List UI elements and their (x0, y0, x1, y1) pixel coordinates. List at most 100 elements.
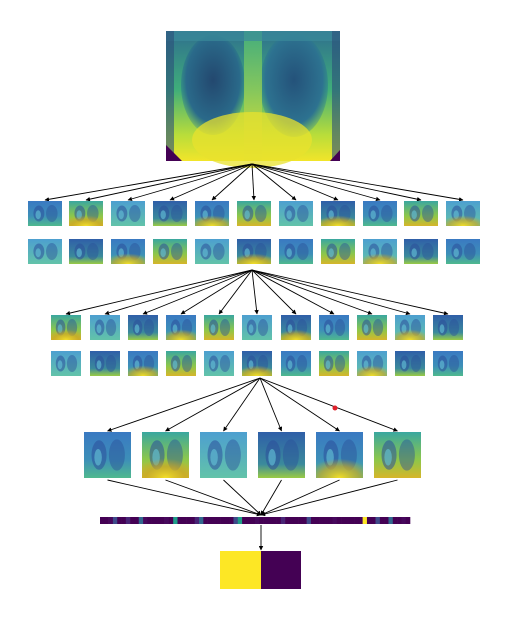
vector-cell (173, 517, 178, 524)
output-class-2 (261, 551, 301, 589)
vector-cell (276, 517, 282, 524)
arrow-stage1-to-stage2-6 (251, 269, 297, 315)
vector-cell (319, 517, 325, 524)
stage2-map-1-7 (319, 351, 349, 376)
vector-cell (371, 517, 376, 524)
stage2-map-1-1 (90, 351, 120, 376)
vector-cell (104, 517, 109, 524)
vector-cell (358, 517, 363, 524)
vector-cell (207, 517, 213, 524)
stage1-map-1-5 (237, 239, 271, 264)
vector-cell (203, 517, 208, 524)
stage1-map-1-6 (279, 239, 313, 264)
stage1-map-1-0 (28, 239, 62, 264)
vector-cell (143, 517, 148, 524)
vector-cell (216, 517, 221, 524)
arrow-stage1-to-stage2-2 (142, 269, 253, 315)
vector-cell (323, 517, 329, 524)
arrow-input-to-stage1-10 (251, 163, 464, 202)
vector-cell (289, 517, 295, 524)
vector-cell (242, 517, 247, 524)
stage1-map-0-7 (321, 201, 355, 226)
vector-cell (130, 517, 135, 524)
stage2-map-0-2 (128, 315, 158, 340)
vector-cell (151, 517, 157, 524)
vector-cell (112, 517, 118, 524)
vector-cell (117, 517, 122, 524)
stage1-map-0-10 (446, 201, 480, 226)
vector-cell (259, 517, 264, 524)
arrow-input-to-stage1-7 (251, 163, 339, 201)
arrow-input-to-stage1-4 (211, 163, 253, 201)
stage1-map-1-9 (404, 239, 438, 264)
arrow-stage1-to-stage2-0 (65, 269, 253, 316)
arrow-stage2-to-stage3-1 (165, 377, 261, 432)
stage3-map-5 (374, 432, 421, 478)
stage1-map-0-0 (28, 201, 62, 226)
arrow-input-to-stage1-8 (251, 163, 381, 202)
vector-cell (168, 517, 174, 524)
vector-cell (379, 517, 385, 524)
vector-cell (298, 517, 303, 524)
arrow-stage1-to-stage2-3 (180, 269, 253, 315)
stage2-map-1-5 (242, 351, 272, 376)
arrow-stage2-to-stage3-0 (107, 377, 261, 432)
arrow-stage1-to-stage2-8 (251, 269, 373, 315)
input-xray-image (166, 31, 340, 168)
stage3-map-2 (200, 432, 247, 478)
arrow-stage1-to-stage2-4 (218, 269, 253, 315)
vector-cell (190, 517, 196, 524)
arrow-stage3-to-vector-3 (260, 479, 282, 516)
stage3-map-3 (258, 432, 305, 478)
arrow-stage3-to-vector-5 (260, 479, 398, 517)
vector-cell (233, 517, 239, 524)
vector-cell (237, 517, 243, 524)
arrow-input-to-stage1-2 (127, 163, 253, 202)
vector-cell (134, 517, 140, 524)
arrow-stage1-to-stage2-1 (104, 269, 253, 315)
stage3-map-0 (84, 432, 131, 478)
stage2-map-1-8 (357, 351, 387, 376)
arrow-input-to-stage1-6 (251, 163, 297, 201)
stage2-map-1-6 (281, 351, 311, 376)
output-probabilities (220, 551, 301, 589)
arrow-stage3-to-vector-2 (223, 479, 262, 516)
vector-cell (250, 517, 256, 524)
arrow-stage2-to-stage3-5 (259, 377, 398, 432)
flattened-feature-vector (100, 517, 411, 524)
vector-cell (328, 517, 333, 524)
arrow-stage3-to-vector-1 (165, 479, 262, 516)
vector-cell (272, 517, 277, 524)
arrow-stage1-to-stage2-9 (251, 269, 411, 316)
vector-cell (246, 517, 251, 524)
stage2-map-1-9 (395, 351, 425, 376)
stage1-map-1-4 (195, 239, 229, 264)
vector-cell (349, 517, 355, 524)
arrow-input-to-stage1-1 (85, 163, 253, 202)
vector-cell (194, 517, 200, 524)
stage2-map-0-4 (204, 315, 234, 340)
vector-cell (280, 517, 286, 524)
arrow-input-to-stage1-5 (251, 163, 257, 201)
vector-cell (315, 517, 320, 524)
stage2-map-0-8 (357, 315, 387, 340)
vector-cell (354, 517, 359, 524)
stage1-map-1-8 (363, 239, 397, 264)
stage3-map-4 (316, 432, 363, 478)
stage2-map-0-3 (166, 315, 196, 340)
stage2-map-0-10 (433, 315, 463, 340)
vector-cell (100, 517, 105, 524)
stage1-map-1-1 (69, 239, 103, 264)
vector-cell (401, 517, 406, 524)
stage1-map-0-9 (404, 201, 438, 226)
vector-cell (405, 517, 411, 524)
stage1-map-1-7 (321, 239, 355, 264)
vector-cell (108, 517, 114, 524)
stage2-map-1-2 (128, 351, 158, 376)
vector-cell (392, 517, 398, 524)
stage2-map-0-0 (51, 315, 81, 340)
vector-cell (220, 517, 226, 524)
stage1-map-1-2 (111, 239, 145, 264)
arrow-stage3-to-vector-0 (107, 479, 262, 517)
